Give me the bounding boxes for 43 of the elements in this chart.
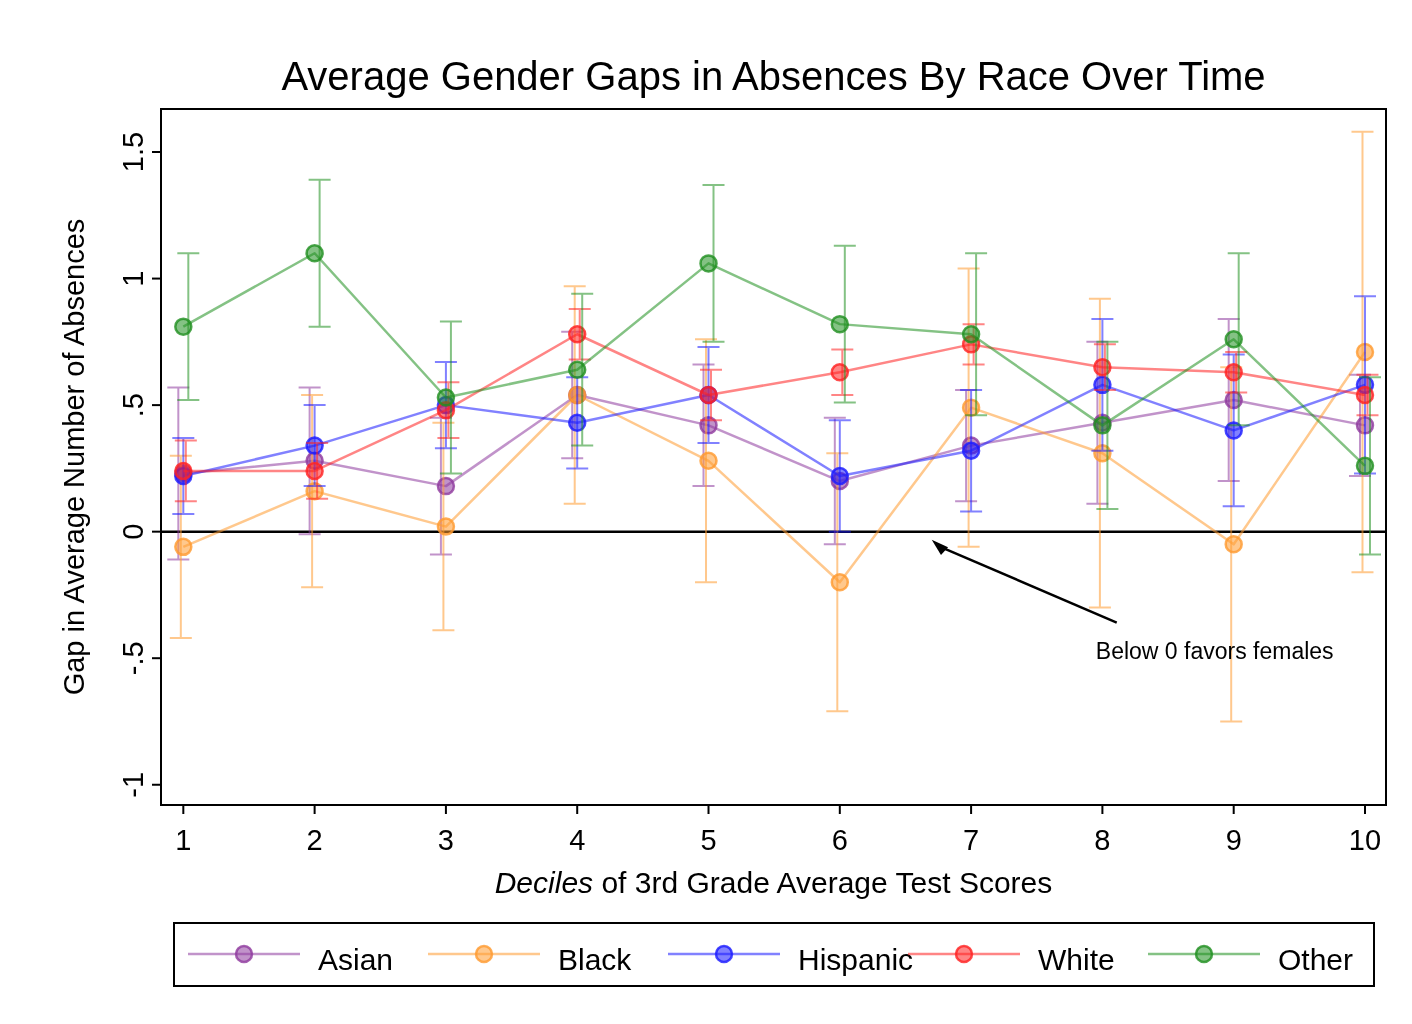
x-tick-label: 9	[1225, 824, 1242, 856]
y-tick-label: 0	[117, 523, 149, 540]
point	[699, 254, 718, 273]
point	[1224, 535, 1243, 554]
x-tick-label: 5	[700, 824, 717, 856]
point	[1355, 456, 1375, 476]
point	[961, 441, 981, 460]
point	[961, 325, 981, 344]
x-axis-title: Deciles of 3rd Grade Average Test Scores	[494, 866, 1053, 899]
point	[436, 517, 456, 536]
annotation: Below 0 favors females	[1095, 637, 1334, 664]
point	[305, 461, 324, 481]
point	[174, 537, 193, 557]
legend-label: Black	[558, 943, 633, 976]
point	[1355, 385, 1375, 405]
legend-label: Hispanic	[798, 943, 914, 976]
point	[830, 573, 850, 592]
y-tick-label: .5	[117, 393, 149, 418]
y-tick-label: -1	[117, 771, 149, 798]
point	[174, 317, 193, 336]
x-tick-label: 2	[306, 824, 323, 856]
legend-label: Asian	[318, 943, 394, 976]
point	[830, 466, 850, 486]
point	[830, 314, 850, 334]
y-axis-title: Gap in Average Number of Absences	[58, 218, 90, 696]
y-tick-label: 1	[117, 270, 149, 287]
x-tick-label: 10	[1348, 824, 1382, 856]
x-tick-label: 4	[569, 824, 586, 856]
y-tick-label: 1.5	[117, 131, 149, 173]
legend-label: Other	[1278, 943, 1354, 976]
x-tick-label: 8	[1094, 824, 1111, 856]
legend-label: White	[1038, 943, 1115, 976]
chart-title: Average Gender Gaps in Absences By Race Over Time	[281, 54, 1266, 98]
x-tick-label: 3	[437, 824, 454, 856]
point	[305, 244, 324, 263]
point	[567, 360, 587, 379]
point	[436, 388, 456, 407]
x-tick-label: 7	[963, 824, 980, 856]
y-tick-label: -.5	[117, 641, 149, 676]
point	[1224, 330, 1243, 349]
point	[699, 451, 718, 471]
x-tick-label: 1	[175, 824, 192, 856]
x-tick-label: 6	[831, 824, 848, 856]
